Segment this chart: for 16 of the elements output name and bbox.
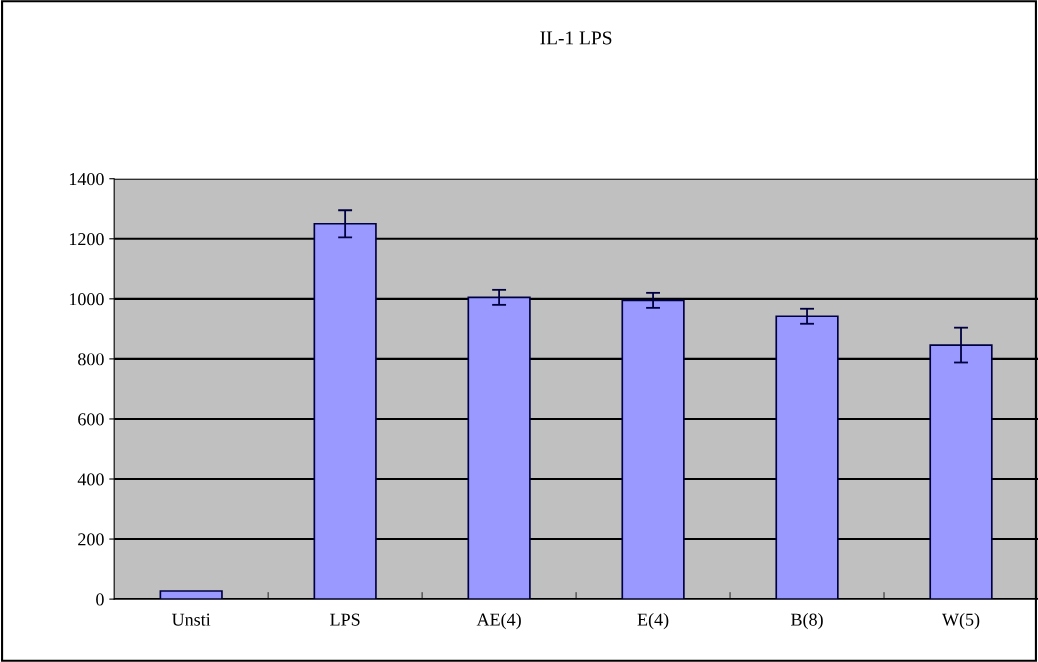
x-tick-label: B(8) xyxy=(791,613,823,630)
y-tick-label: 200 xyxy=(78,533,104,546)
x-tick-label: AE(4) xyxy=(476,613,521,630)
x-tick-label: Unsti xyxy=(171,613,211,626)
y-tick-label: 1000 xyxy=(69,293,104,306)
x-tick-label: W(5) xyxy=(941,613,980,630)
y-tick-label: 1200 xyxy=(69,233,104,246)
x-tick-label: LPS xyxy=(330,613,360,626)
y-tick-label: 400 xyxy=(77,473,104,486)
chart-title: IL-1 LPS xyxy=(540,31,612,45)
y-tick-label: 600 xyxy=(78,413,104,426)
y-tick-label: 800 xyxy=(78,353,104,366)
y-tick-label: 0 xyxy=(96,593,104,606)
x-tick-label: E(4) xyxy=(637,613,669,630)
y-tick-label: 1400 xyxy=(69,173,104,186)
bar xyxy=(159,590,223,600)
